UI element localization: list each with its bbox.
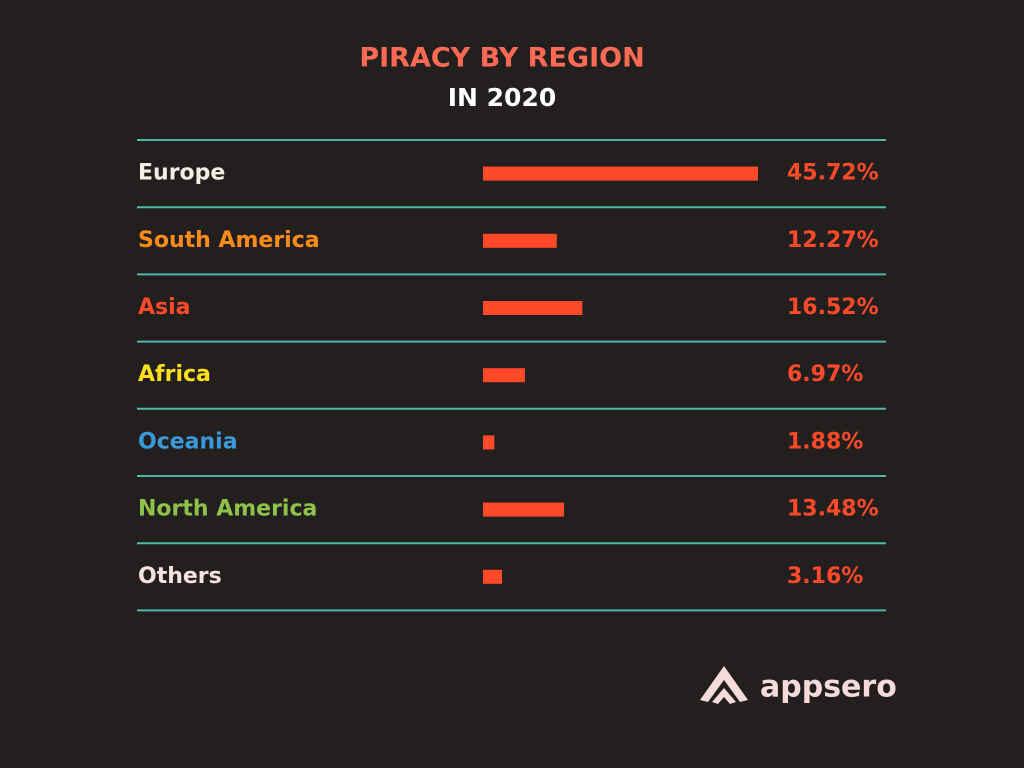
bar <box>483 166 758 181</box>
category-label: Asia <box>138 295 191 320</box>
category-label: South America <box>138 228 320 253</box>
bar <box>483 502 565 517</box>
value-label: 3.16% <box>787 564 863 589</box>
logo-icon <box>712 688 736 704</box>
logo-text: appsero <box>760 670 897 705</box>
category-label: Oceania <box>138 429 238 454</box>
chart-title: PIRACY BY REGION <box>359 43 644 74</box>
category-label: Others <box>138 564 222 589</box>
brand-logo: appsero <box>700 666 897 705</box>
value-label: 1.88% <box>787 429 863 454</box>
value-label: 45.72% <box>787 161 879 186</box>
value-label: 16.52% <box>787 295 879 320</box>
value-label: 13.48% <box>787 497 879 522</box>
value-label: 12.27% <box>787 228 879 253</box>
bar <box>483 301 583 315</box>
bar <box>483 569 503 584</box>
category-label: North America <box>138 497 317 522</box>
bar <box>483 435 495 450</box>
value-label: 6.97% <box>787 362 863 387</box>
logo-icon <box>700 666 748 702</box>
chart-subtitle: IN 2020 <box>448 83 557 112</box>
category-label: Africa <box>138 362 211 387</box>
bar <box>483 368 525 383</box>
category-label: Europe <box>138 161 225 186</box>
bar <box>483 233 557 248</box>
